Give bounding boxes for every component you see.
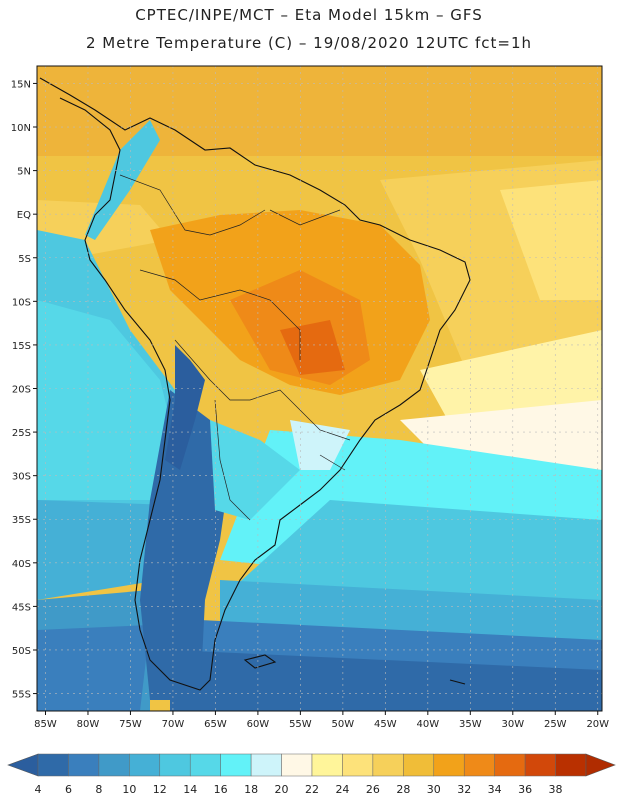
lat-label: 20S [12,385,31,396]
lon-label: 40W [417,719,440,730]
lat-label: 30S [12,472,31,483]
lat-label: 15N [11,79,31,90]
colorbar-label: 8 [95,783,102,796]
colorbar-label: 28 [396,783,410,796]
lat-label: 15S [12,341,31,352]
lat-label: 5S [18,254,31,265]
colorbar-low-arrow [7,753,39,777]
colorbar-label: 22 [305,783,319,796]
lon-label: 20W [586,719,609,730]
colorbar-swatch [129,753,161,777]
lon-label: 55W [289,719,312,730]
colorbar-swatch [98,753,130,777]
colorbar-swatch [494,753,526,777]
latitude-labels: 15N 10N 5N EQ 5S 10S 15S 20S 25S 30S 35S 40S 45S 50S 5… [11,79,37,701]
lat-label: 50S [12,646,31,657]
colorbar-label: 16 [214,783,228,796]
temperature-field [37,66,602,711]
colorbar-swatch [68,753,100,777]
map-title: CPTEC/INPE/MCT – Eta Model 15km – GFS [135,6,483,24]
colorbar-label: 12 [153,783,167,796]
colorbar-swatch [524,753,556,777]
lat-label: 35S [12,515,31,526]
colorbar-label: 38 [549,783,563,796]
colorbar-label: 18 [244,783,258,796]
colorbar-swatch [555,753,587,777]
colorbar-label: 6 [65,783,72,796]
colorbar-label: 34 [488,783,502,796]
country-borders [119,174,351,521]
lat-label: 25S [12,428,31,439]
colorbar-label: 10 [122,783,136,796]
lon-label: 70W [162,719,185,730]
map-subtitle: 2 Metre Temperature (C) – 19/08/2020 12U… [85,34,533,52]
lon-label: 45W [374,719,397,730]
colorbar-label: 30 [427,783,441,796]
lat-label: 40S [12,559,31,570]
colorbar-label: 20 [275,783,289,796]
colorbar-swatch [433,753,465,777]
colorbar-swatch [281,753,313,777]
colorbar-swatch [37,753,69,777]
lon-label: 25W [544,719,567,730]
lon-label: 65W [204,719,227,730]
lat-label: 10N [11,123,31,134]
lon-label: 60W [247,719,270,730]
longitude-labels: 85W 80W 75W 70W 65W 60W 55W 50W 45W 40W 35W 30W 25W 2… [34,711,609,730]
lon-label: 80W [77,719,100,730]
colorbar-label: 36 [518,783,532,796]
colorbar-swatch [189,753,221,777]
lon-label: 30W [501,719,524,730]
colorbar-swatch [403,753,435,777]
lat-label: 55S [12,690,31,701]
colorbar-swatch [220,753,252,777]
lat-label: 10S [12,297,31,308]
lat-label: 45S [12,602,31,613]
lon-label: 85W [34,719,57,730]
colorbar-swatch [342,753,374,777]
colorbar-label: 4 [35,783,42,796]
lat-label: EQ [17,210,31,221]
lon-label: 50W [332,719,355,730]
colorbar-swatch [463,753,495,777]
coastline [39,77,471,691]
colorbar: 4 6 8 10 12 14 16 18 20 22 24 26 28 30 32 34 36 38 [7,753,616,796]
graticule [37,66,602,711]
colorbar-swatch [250,753,282,777]
lon-label: 75W [119,719,142,730]
colorbar-high-arrow [585,753,616,777]
colorbar-swatch [311,753,343,777]
lon-label: 35W [459,719,482,730]
colorbar-label: 24 [335,783,349,796]
lat-label: 5N [17,167,31,178]
colorbar-swatch [159,753,191,777]
colorbar-label: 26 [366,783,380,796]
colorbar-label: 14 [183,783,197,796]
colorbar-label: 32 [457,783,471,796]
colorbar-swatch [372,753,404,777]
